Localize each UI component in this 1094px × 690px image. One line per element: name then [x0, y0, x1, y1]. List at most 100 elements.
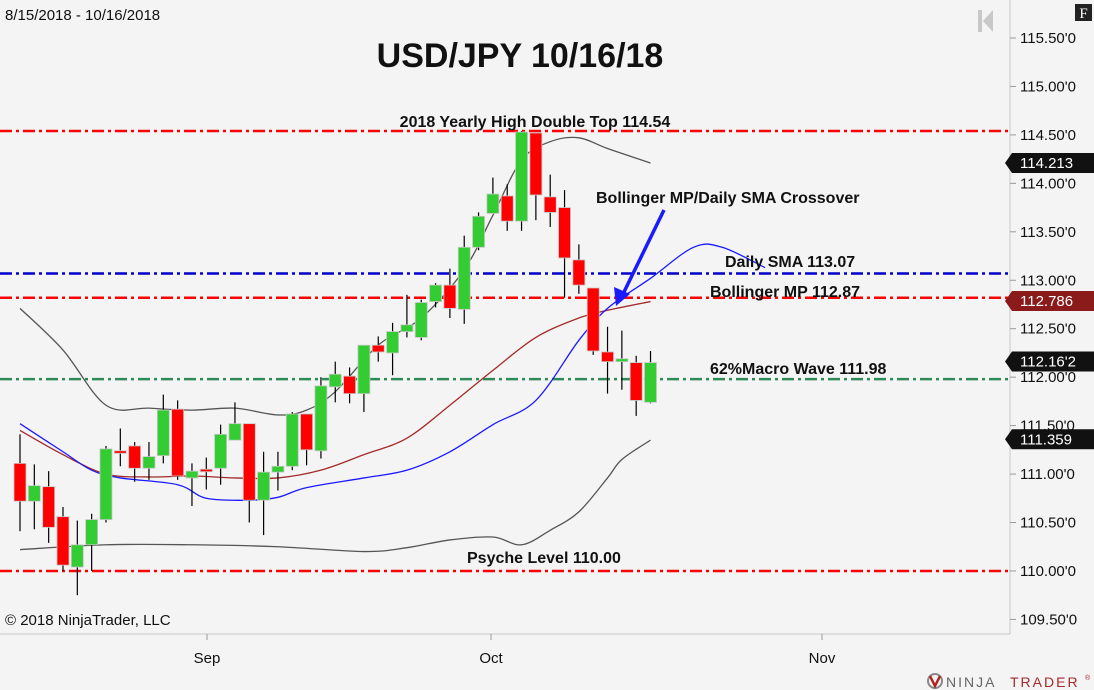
candle-body — [386, 331, 399, 354]
candle — [113, 428, 127, 467]
candle-body — [128, 445, 142, 469]
scroll-to-start-icon[interactable] — [978, 10, 993, 32]
candle — [414, 299, 428, 341]
level-label-yearly-high: 2018 Yearly High Double Top 114.54 — [400, 114, 671, 131]
candle — [199, 457, 213, 490]
candle-body — [56, 516, 70, 566]
y-tick-label: 110.00'0 — [1020, 563, 1076, 580]
candle-body — [300, 413, 314, 451]
candle-body — [171, 408, 185, 477]
y-tick-label: 114.50'0 — [1020, 127, 1076, 144]
candle-body — [228, 423, 242, 441]
candle — [27, 464, 41, 530]
candle — [300, 413, 314, 466]
candle — [156, 394, 170, 464]
candle — [185, 463, 199, 507]
candle — [500, 184, 514, 231]
candle — [486, 177, 500, 214]
candle-body — [529, 132, 543, 196]
candle — [271, 451, 285, 491]
candle — [586, 287, 600, 355]
price-marker-label: 112.786 — [1020, 293, 1073, 310]
candle-body — [644, 362, 657, 403]
candle — [472, 212, 485, 251]
candle — [13, 434, 27, 532]
candle — [386, 322, 399, 376]
level-label-psyche-level: Psyche Level 110.00 — [467, 550, 621, 567]
candle — [558, 190, 571, 298]
level-label-daily-sma: Daily SMA 113.07 — [725, 254, 855, 271]
y-tick-label: 110.50'0 — [1020, 515, 1076, 532]
candle — [357, 344, 371, 413]
y-tick-label: 114.00'0 — [1020, 175, 1076, 192]
price-marker: 112.16'2 — [1005, 351, 1094, 372]
logo-text-ninja: NINJA — [946, 674, 996, 690]
candle — [328, 361, 342, 403]
candle — [128, 442, 142, 482]
candle-body — [27, 485, 41, 502]
y-tick-label: 113.50'0 — [1020, 224, 1076, 241]
candle — [85, 513, 99, 571]
candle — [242, 423, 256, 523]
y-tick-label: 115.50'0 — [1020, 30, 1076, 47]
level-label-bollinger-mp: Bollinger MP 112.87 — [710, 284, 860, 301]
candle-body — [70, 544, 84, 568]
price-marker: 112.786 — [1005, 290, 1094, 311]
indicator-lines — [19, 136, 766, 553]
candle-body — [199, 468, 213, 473]
candle-body — [429, 284, 442, 302]
candle-body — [414, 302, 428, 338]
candle-body — [629, 362, 643, 401]
candle-body — [142, 456, 156, 469]
x-axis: Sep Oct Nov — [194, 634, 836, 667]
candle — [371, 336, 385, 362]
price-marker-label: 114.213 — [1020, 155, 1073, 172]
candle — [99, 445, 113, 523]
sma-line — [19, 243, 766, 502]
annotation-arrow — [614, 209, 666, 306]
y-tick-label: 111.00'0 — [1020, 466, 1075, 483]
candle — [629, 355, 643, 416]
price-markers: 114.213 112.786 112.16'2 111.359 — [1005, 153, 1094, 450]
candle-body — [113, 450, 127, 454]
candle-body — [185, 470, 199, 479]
lower-band-line — [19, 439, 651, 553]
candle-body — [257, 471, 271, 501]
candle-body — [85, 519, 99, 546]
candlesticks — [13, 131, 657, 596]
candle — [314, 377, 328, 459]
ninjatrader-logo: NINJA TRADER ® — [927, 673, 1091, 690]
horizontal-levels — [0, 129, 1010, 573]
candle-body — [500, 195, 514, 222]
price-marker: 111.359 — [1005, 429, 1094, 450]
chart-title: USD/JPY 10/16/18 — [377, 37, 664, 75]
y-tick-label: 109.50'0 — [1020, 611, 1077, 628]
candle-body — [242, 423, 256, 501]
logo-registered: ® — [1085, 674, 1091, 682]
candle-body — [271, 465, 285, 473]
price-marker-box — [1005, 351, 1094, 372]
f-button[interactable]: F — [1075, 4, 1092, 22]
candle — [429, 283, 442, 308]
candle — [601, 326, 614, 394]
price-marker-box — [1005, 290, 1094, 311]
candle — [443, 268, 457, 319]
candle — [457, 235, 471, 324]
price-marker-label: 111.359 — [1020, 431, 1072, 448]
candle-body — [156, 409, 170, 457]
candle-body — [371, 344, 385, 353]
candle-body — [285, 413, 299, 467]
candle-body — [343, 375, 356, 395]
candle — [572, 244, 586, 294]
upper-band-line — [19, 136, 651, 416]
f-button-label: F — [1079, 6, 1087, 22]
candle — [515, 131, 528, 231]
x-tick-label: Oct — [479, 650, 503, 667]
price-marker-box — [1005, 153, 1094, 174]
annotation-label: Bollinger MP/Daily SMA Crossover — [596, 190, 859, 207]
candle — [42, 471, 56, 543]
candle-body — [400, 324, 414, 333]
candle-body — [615, 358, 629, 363]
candle — [70, 520, 84, 596]
